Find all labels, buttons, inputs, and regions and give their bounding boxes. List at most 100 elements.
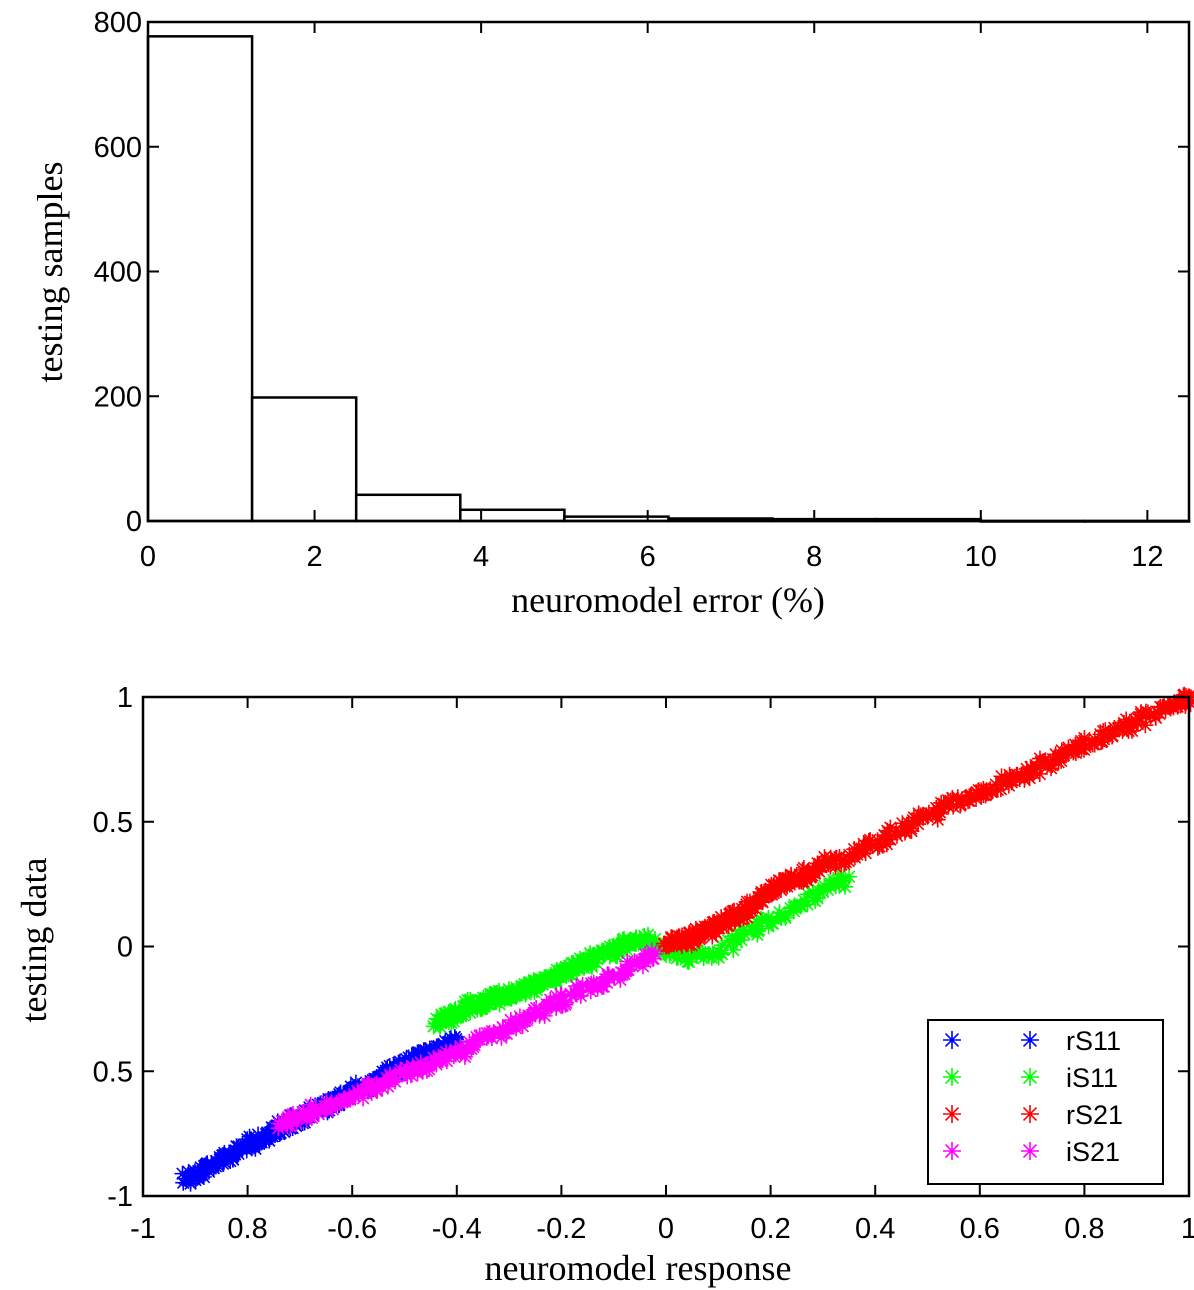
- data-point: [841, 868, 858, 885]
- data-point: [831, 849, 848, 866]
- scatter-plot-frame: [141, 695, 1191, 1198]
- data-point: [849, 846, 866, 863]
- data-point: [810, 858, 827, 875]
- data-point: [502, 1018, 519, 1035]
- data-point: [993, 768, 1010, 785]
- data-point: [301, 1108, 318, 1125]
- data-point: [647, 945, 664, 962]
- scatter-points: [174, 686, 1194, 1192]
- data-point: [777, 870, 794, 887]
- data-point: [628, 955, 645, 972]
- data-point: [324, 1101, 341, 1118]
- legend-label: iS21: [1066, 1137, 1120, 1167]
- data-point: [695, 950, 712, 967]
- legend-box: [927, 1019, 1164, 1185]
- data-point: [711, 914, 728, 931]
- data-point: [918, 807, 935, 824]
- histogram-y-tick-label: 200: [94, 381, 142, 413]
- scatter-x-tick-label: 0.8: [227, 1213, 267, 1245]
- data-point: [799, 896, 816, 913]
- data-point: [910, 816, 927, 833]
- data-point: [713, 937, 730, 954]
- data-point: [442, 1030, 459, 1047]
- scatter-y-axis-label: testing data: [14, 858, 54, 1023]
- data-point: [953, 791, 970, 808]
- data-point: [741, 893, 758, 910]
- histogram-x-tick-label: 2: [306, 541, 322, 573]
- data-point: [294, 1104, 311, 1121]
- data-point: [553, 967, 570, 984]
- data-point: [773, 909, 790, 926]
- data-point: [491, 1023, 508, 1040]
- data-point: [456, 1048, 473, 1065]
- data-point: [612, 971, 629, 988]
- legend-marker: [943, 1068, 961, 1086]
- data-point: [798, 865, 815, 882]
- data-point: [806, 865, 823, 882]
- data-point: [536, 1007, 553, 1024]
- data-point: [535, 974, 552, 991]
- data-point: [1028, 758, 1045, 775]
- data-point: [1137, 717, 1154, 734]
- series-rS21: [655, 686, 1194, 955]
- data-point: [748, 913, 765, 930]
- data-point: [1031, 750, 1048, 767]
- scatter-x-tick-label: 0: [658, 1213, 674, 1245]
- histogram-bars: [146, 35, 1191, 523]
- data-point: [448, 1033, 465, 1050]
- scatter-x-tick-label: -0.4: [432, 1213, 482, 1245]
- data-point: [616, 930, 633, 947]
- data-point: [661, 947, 678, 964]
- legend-item: iS11: [943, 1063, 1118, 1093]
- histogram-axis-ticks: 0 2 4 6 8 10 12 0 200 400 600 800: [94, 7, 1189, 573]
- data-point: [828, 849, 845, 866]
- scatter-legend: rS11 iS11 rS21 iS21: [927, 1019, 1164, 1185]
- data-point: [767, 881, 784, 898]
- series-iS11: [425, 866, 858, 1035]
- data-point: [644, 950, 661, 967]
- data-point: [574, 976, 591, 993]
- data-point: [837, 878, 854, 895]
- data-point: [585, 974, 602, 991]
- data-point: [483, 1030, 500, 1047]
- data-point: [404, 1058, 421, 1075]
- data-point: [615, 965, 632, 982]
- data-point: [1011, 770, 1028, 787]
- histogram-bar: [146, 35, 254, 523]
- data-point: [1151, 705, 1168, 722]
- data-point: [438, 1053, 455, 1070]
- data-point: [880, 831, 897, 848]
- data-point: [583, 975, 600, 992]
- data-point: [574, 955, 591, 972]
- data-point: [754, 894, 771, 911]
- data-point: [527, 1005, 544, 1022]
- data-point: [485, 1024, 502, 1041]
- data-point: [888, 822, 905, 839]
- data-point: [399, 1068, 416, 1085]
- data-point: [506, 1016, 523, 1033]
- data-point: [634, 958, 651, 975]
- data-point: [786, 871, 803, 888]
- legend-marker: [1021, 1031, 1039, 1049]
- data-point: [1024, 761, 1041, 778]
- data-point: [447, 1044, 464, 1061]
- histogram-y-tick-label: 400: [94, 257, 142, 289]
- data-point: [752, 911, 769, 928]
- data-point: [1068, 739, 1085, 756]
- data-point: [428, 1038, 445, 1055]
- data-point: [600, 966, 617, 983]
- legend-marker: [1021, 1105, 1039, 1123]
- data-point: [310, 1105, 327, 1122]
- data-point: [992, 781, 1009, 798]
- data-point: [1008, 766, 1025, 783]
- data-point: [728, 931, 745, 948]
- data-point: [1127, 712, 1144, 729]
- scatter-x-tick-label: 0.6: [960, 1213, 1000, 1245]
- legend-label: rS11: [1066, 1026, 1121, 1056]
- legend-label: iS11: [1066, 1063, 1118, 1093]
- data-point: [230, 1145, 247, 1162]
- data-point: [688, 947, 705, 964]
- data-point: [501, 990, 518, 1007]
- data-point: [764, 915, 781, 932]
